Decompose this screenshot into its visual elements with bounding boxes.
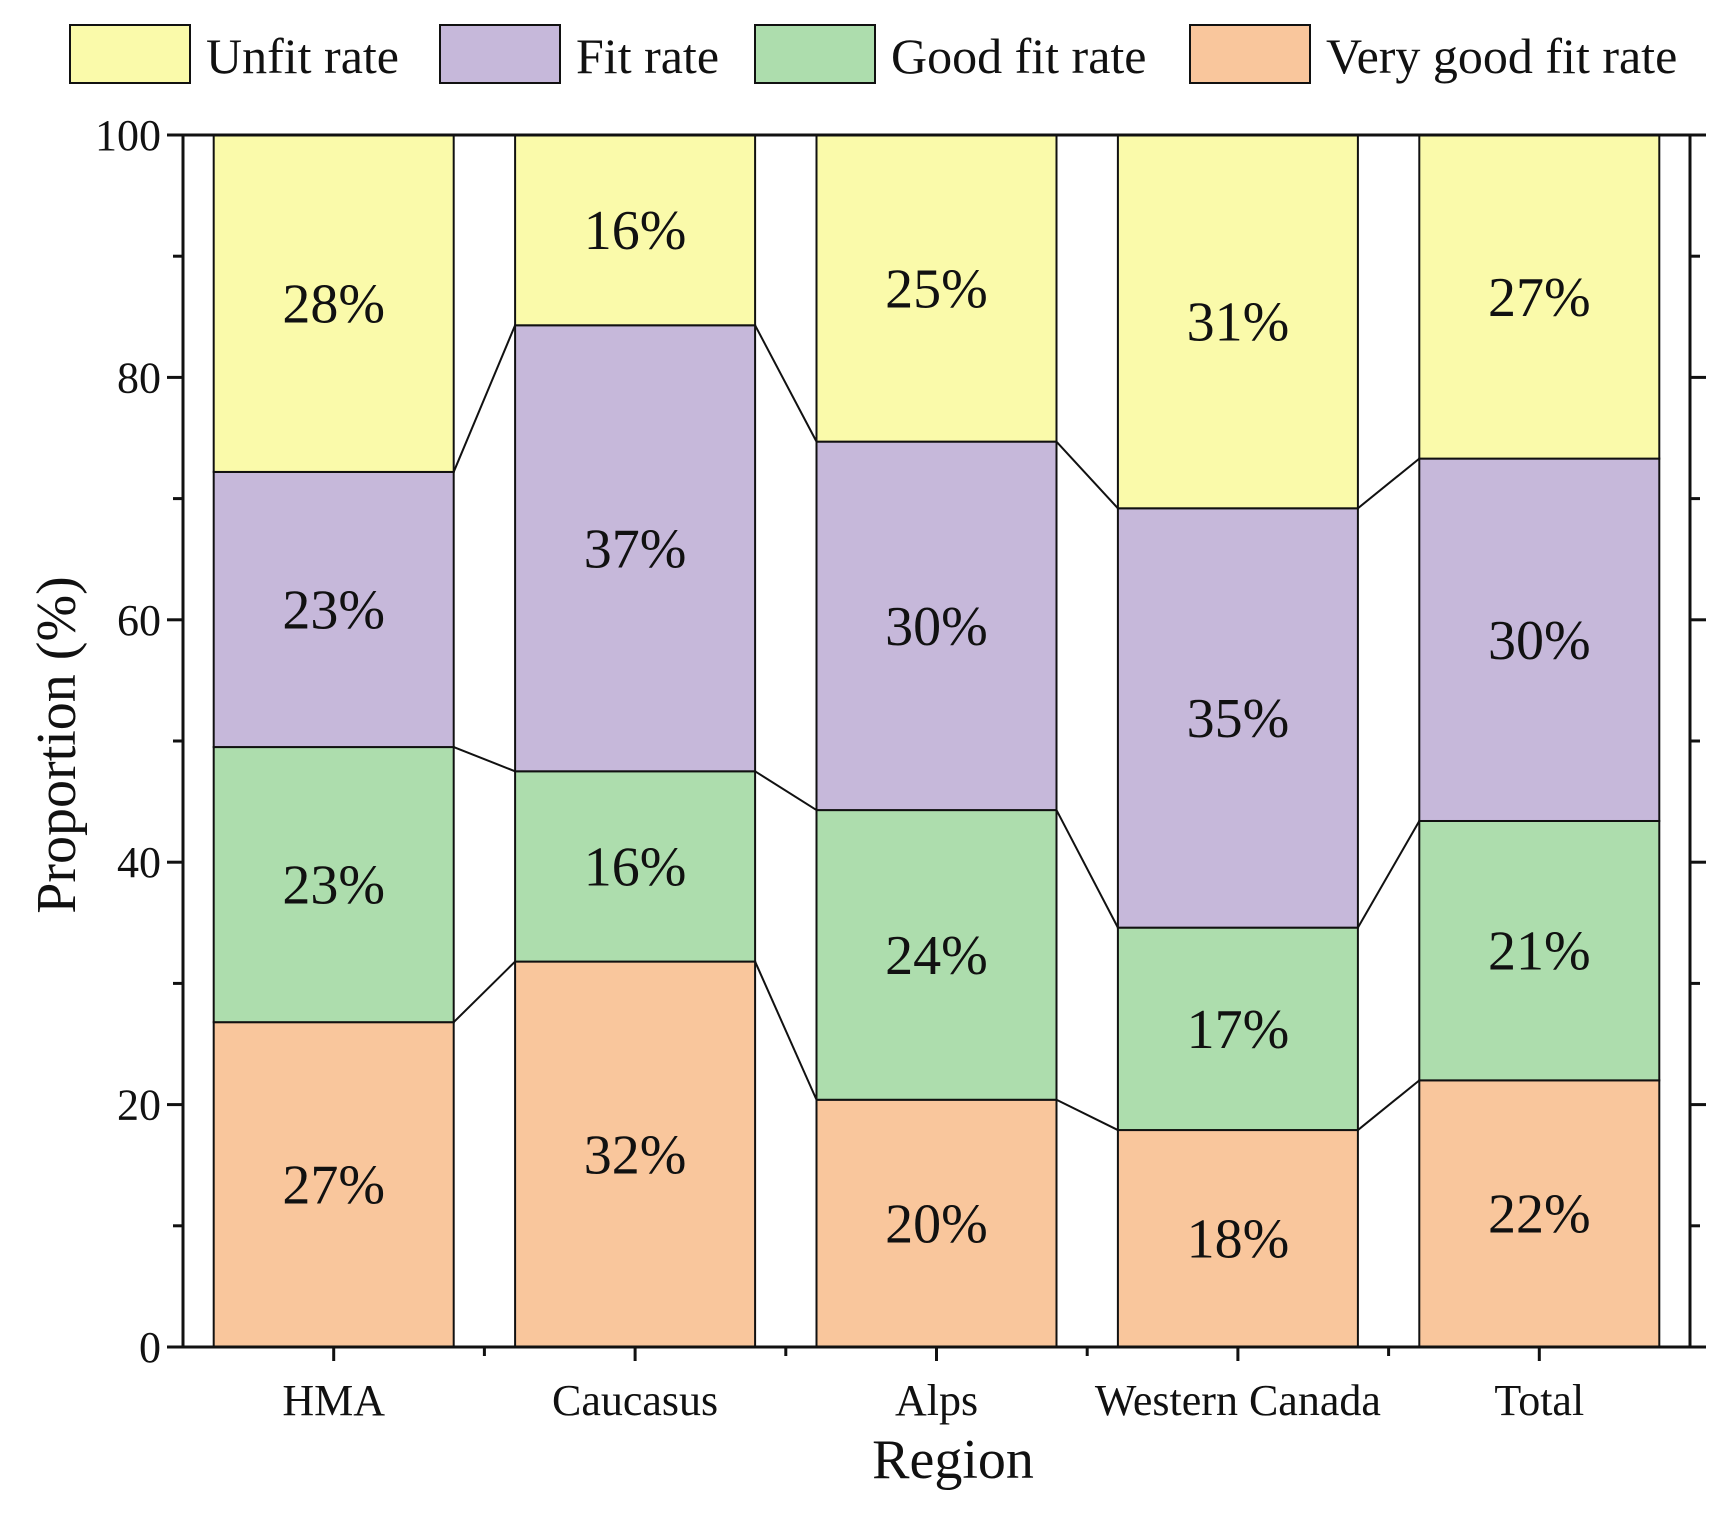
bar-very-good-fit-rate-caucasus	[514, 960, 757, 1348]
legend-item-unfit-rate: Unfit rate	[69, 24, 399, 84]
connector-very-good-fit-rate-2	[754, 961, 818, 1101]
bar-unfit-rate-hma	[212, 134, 455, 473]
data-label-fit-rate-hma: 23%	[282, 579, 385, 641]
bar-good-fit-rate-caucasus	[514, 770, 757, 963]
data-label-very-good-fit-rate-hma: 27%	[282, 1155, 385, 1217]
connector-very-good-fit-rate-3	[1056, 1098, 1119, 1131]
bar-fit-rate-hma	[212, 470, 455, 749]
data-label-very-good-fit-rate-alps: 20%	[885, 1193, 988, 1255]
legend-swatch-good-fit-rate	[754, 24, 876, 84]
data-label-very-good-fit-rate-total: 22%	[1488, 1184, 1591, 1246]
y-tick-label: 100	[95, 111, 161, 160]
data-label-unfit-rate-western-canada: 31%	[1187, 292, 1290, 354]
bar-unfit-rate-alps	[815, 134, 1058, 443]
data-label-good-fit-rate-western-canada: 17%	[1187, 999, 1290, 1061]
data-label-good-fit-rate-hma: 23%	[282, 855, 385, 917]
y-tick-label: 60	[117, 596, 161, 645]
x-tick-label-total: Total	[1494, 1376, 1584, 1425]
legend-label-fit-rate: Fit rate	[576, 28, 719, 84]
bar-fit-rate-caucasus	[514, 324, 757, 773]
data-label-fit-rate-total: 30%	[1488, 610, 1591, 672]
connector-very-good-fit-rate-1	[452, 960, 516, 1023]
data-label-unfit-rate-caucasus: 16%	[584, 200, 687, 262]
connector-good-fit-rate-1	[453, 746, 516, 773]
legend-label-good-fit-rate: Good fit rate	[891, 28, 1146, 84]
y-tick-label: 80	[117, 353, 161, 402]
connector-good-fit-rate-3	[1055, 809, 1119, 929]
legend-item-fit-rate: Fit rate	[439, 24, 719, 84]
legend-swatch-very-good-fit-rate	[1189, 24, 1311, 84]
y-tick-label: 0	[139, 1323, 161, 1372]
legend-label-very-good-fit-rate: Very good fit rate	[1326, 28, 1677, 84]
connector-very-good-fit-rate-4	[1357, 1079, 1420, 1131]
bar-very-good-fit-rate-total	[1418, 1079, 1661, 1348]
bar-good-fit-rate-hma	[212, 746, 455, 1024]
legend-item-good-fit-rate: Good fit rate	[754, 24, 1146, 84]
y-tick-label: 20	[117, 1081, 161, 1130]
connector-fit-rate-1	[452, 324, 517, 473]
data-label-good-fit-rate-total: 21%	[1488, 921, 1591, 983]
bar-good-fit-rate-alps	[815, 809, 1058, 1101]
data-label-good-fit-rate-alps: 24%	[885, 925, 988, 987]
connector-lines	[452, 324, 1421, 1131]
bar-unfit-rate-total	[1418, 134, 1661, 460]
axes: 0 20 40 60 80 100 HMA Caucasus Alps Western Canad…	[95, 111, 1706, 1425]
data-label-unfit-rate-alps: 25%	[885, 258, 988, 320]
legend-label-unfit-rate: Unfit rate	[206, 28, 399, 84]
connector-fit-rate-4	[1357, 457, 1420, 510]
x-tick-label-caucasus: Caucasus	[552, 1376, 718, 1425]
bar-good-fit-rate-western-canada	[1116, 926, 1359, 1132]
bar-unfit-rate-western-canada	[1116, 134, 1359, 510]
data-label-fit-rate-caucasus: 37%	[584, 518, 687, 580]
bar-very-good-fit-rate-western-canada	[1116, 1129, 1359, 1348]
bars	[212, 134, 1661, 1349]
x-tick-label-alps: Alps	[895, 1376, 978, 1425]
legend-swatch-fit-rate	[439, 24, 561, 84]
bar-good-fit-rate-total	[1418, 819, 1661, 1082]
y-tick-label: 40	[117, 838, 161, 887]
bar-fit-rate-alps	[815, 440, 1058, 812]
connector-good-fit-rate-4	[1357, 820, 1421, 929]
x-axis-title: Region	[872, 1429, 1034, 1491]
legend: Unfit rate Fit rate Good fit rate Very good…	[69, 24, 1677, 84]
data-label-fit-rate-western-canada: 35%	[1187, 688, 1290, 750]
legend-swatch-unfit-rate	[69, 24, 191, 84]
bar-unfit-rate-caucasus	[514, 134, 757, 327]
data-label-fit-rate-alps: 30%	[885, 596, 988, 658]
data-label-good-fit-rate-caucasus: 16%	[584, 836, 687, 898]
connector-fit-rate-3	[1055, 440, 1119, 509]
legend-item-very-good-fit-rate: Very good fit rate	[1189, 24, 1677, 84]
data-labels: 27% 32% 20% 18% 22% 23% 16% 24% 17% 21% 23% 37% 30% 3…	[282, 200, 1590, 1270]
data-label-very-good-fit-rate-western-canada: 18%	[1187, 1209, 1290, 1271]
data-label-very-good-fit-rate-caucasus: 32%	[584, 1124, 687, 1186]
connector-good-fit-rate-2	[754, 770, 818, 811]
x-tick-label-western-canada: Western Canada	[1095, 1376, 1381, 1425]
y-axis-title: Proportion (%)	[26, 576, 88, 914]
data-label-unfit-rate-total: 27%	[1488, 267, 1591, 329]
bar-very-good-fit-rate-hma	[212, 1021, 455, 1349]
connector-fit-rate-2	[754, 324, 818, 443]
data-label-unfit-rate-hma: 28%	[282, 273, 385, 335]
bar-fit-rate-total	[1418, 457, 1661, 822]
x-tick-label-hma: HMA	[282, 1376, 385, 1425]
